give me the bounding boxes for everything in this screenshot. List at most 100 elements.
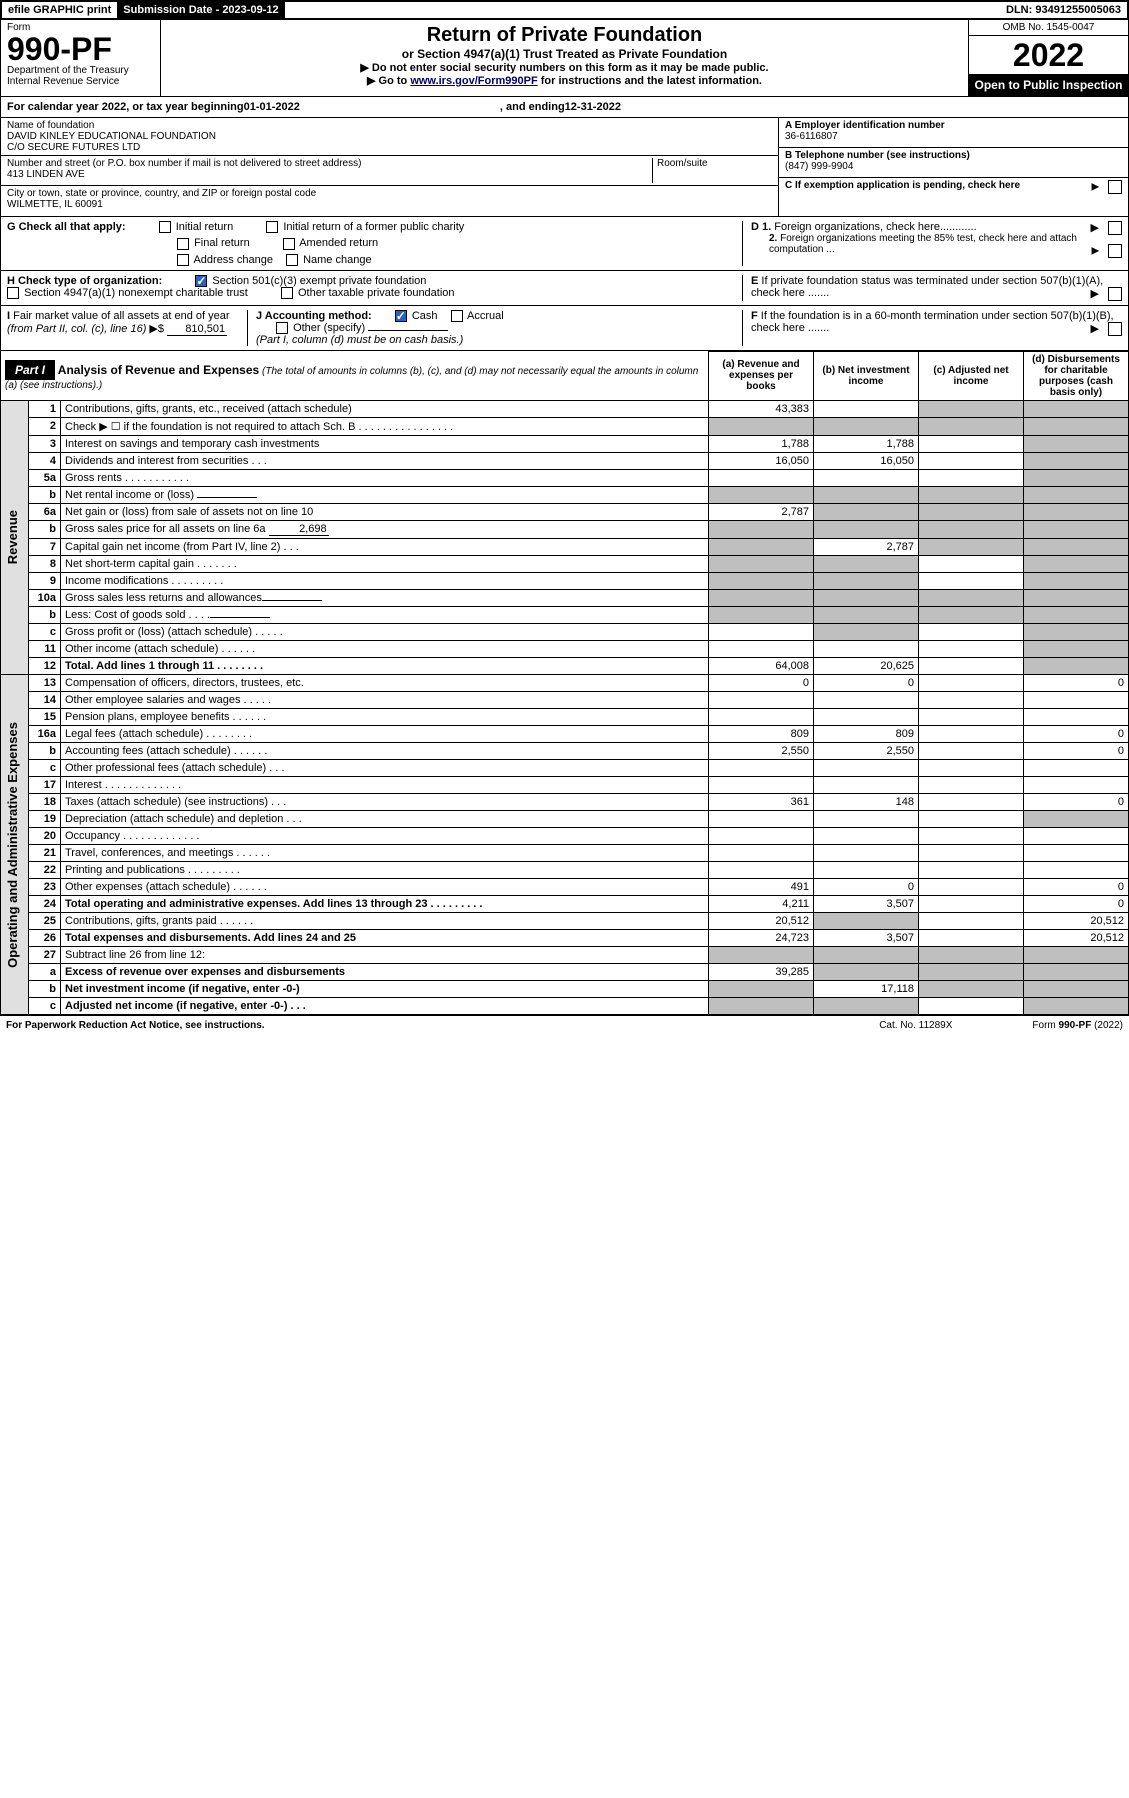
row-desc: Subtract line 26 from line 12:	[61, 946, 709, 963]
row-number: 2	[29, 417, 61, 435]
table-row: 10aGross sales less returns and allowanc…	[1, 589, 1129, 606]
form-link[interactable]: www.irs.gov/Form990PF	[410, 75, 537, 87]
cell-c	[919, 520, 1024, 538]
header-center: Return of Private Foundation or Section …	[161, 20, 968, 96]
cell-c	[919, 997, 1024, 1014]
row-number: 15	[29, 708, 61, 725]
cell-a	[709, 980, 814, 997]
cell-a	[709, 997, 814, 1014]
table-row: bNet investment income (if negative, ent…	[1, 980, 1129, 997]
cell-d	[1024, 827, 1129, 844]
table-row: 22Printing and publications . . . . . . …	[1, 861, 1129, 878]
row-desc: Adjusted net income (if negative, enter …	[61, 997, 709, 1014]
checkbox-final[interactable]	[177, 238, 189, 250]
phone-value: (847) 999-9904	[785, 161, 1122, 172]
row-desc: Occupancy . . . . . . . . . . . . .	[61, 827, 709, 844]
cell-a	[709, 606, 814, 623]
col-d-header: (d) Disbursements for charitable purpose…	[1024, 351, 1129, 400]
cell-d	[1024, 503, 1129, 520]
checkbox-initial[interactable]	[159, 221, 171, 233]
cell-a: 0	[709, 674, 814, 691]
year-end: 12-31-2022	[565, 101, 621, 113]
table-row: 25Contributions, gifts, grants paid . . …	[1, 912, 1129, 929]
checkbox-4947[interactable]	[7, 287, 19, 299]
row-desc: Gross profit or (loss) (attach schedule)…	[61, 623, 709, 640]
table-row: 11Other income (attach schedule) . . . .…	[1, 640, 1129, 657]
row-number: 5a	[29, 469, 61, 486]
cell-c	[919, 844, 1024, 861]
cell-d	[1024, 606, 1129, 623]
checkbox-f[interactable]	[1108, 322, 1122, 336]
checkbox-initial-former[interactable]	[266, 221, 278, 233]
checkbox-accrual[interactable]	[451, 310, 463, 322]
cell-a: 491	[709, 878, 814, 895]
row-number: 21	[29, 844, 61, 861]
row-desc: Total operating and administrative expen…	[61, 895, 709, 912]
checkbox-e[interactable]	[1108, 287, 1122, 301]
table-row: 15Pension plans, employee benefits . . .…	[1, 708, 1129, 725]
table-row: 4Dividends and interest from securities …	[1, 452, 1129, 469]
cell-a	[709, 486, 814, 503]
city-state-zip: WILMETTE, IL 60091	[7, 199, 772, 210]
tax-year: 2022	[969, 36, 1128, 74]
checkbox-501c3[interactable]	[195, 275, 207, 287]
cell-c	[919, 776, 1024, 793]
checkbox-d1[interactable]	[1108, 221, 1122, 235]
cell-b	[814, 572, 919, 589]
checkbox-cash[interactable]	[395, 310, 407, 322]
checkbox-amended[interactable]	[283, 238, 295, 250]
cell-c	[919, 946, 1024, 963]
cell-a: 4,211	[709, 895, 814, 912]
omb-number: OMB No. 1545-0047	[969, 20, 1128, 36]
cell-a	[709, 623, 814, 640]
cell-b	[814, 400, 919, 417]
row-desc: Capital gain net income (from Part IV, l…	[61, 538, 709, 555]
cell-c	[919, 674, 1024, 691]
cell-d: 0	[1024, 742, 1129, 759]
row-number: b	[29, 520, 61, 538]
cell-a	[709, 946, 814, 963]
col-b-header: (b) Net investment income	[814, 351, 919, 400]
cell-c	[919, 980, 1024, 997]
checkbox-c[interactable]	[1108, 180, 1122, 194]
row-number: c	[29, 623, 61, 640]
row-number: b	[29, 980, 61, 997]
checkbox-addr-change[interactable]	[177, 254, 189, 266]
cell-d	[1024, 708, 1129, 725]
checkbox-name-change[interactable]	[286, 254, 298, 266]
table-row: Revenue1Contributions, gifts, grants, et…	[1, 400, 1129, 417]
cell-a	[709, 708, 814, 725]
cell-c	[919, 963, 1024, 980]
cell-d	[1024, 538, 1129, 555]
checkbox-other-taxable[interactable]	[281, 287, 293, 299]
cell-d	[1024, 469, 1129, 486]
row-desc: Check ▶ ☐ if the foundation is not requi…	[61, 417, 709, 435]
cell-a: 809	[709, 725, 814, 742]
checkbox-d2[interactable]	[1108, 244, 1122, 258]
row-number: 24	[29, 895, 61, 912]
open-public: Open to Public Inspection	[969, 74, 1128, 96]
cell-a: 361	[709, 793, 814, 810]
cell-c	[919, 589, 1024, 606]
cell-d	[1024, 946, 1129, 963]
row-desc: Contributions, gifts, grants, etc., rece…	[61, 400, 709, 417]
cell-d	[1024, 589, 1129, 606]
cell-b: 2,550	[814, 742, 919, 759]
cell-a	[709, 572, 814, 589]
row-desc: Other expenses (attach schedule) . . . .…	[61, 878, 709, 895]
table-row: bGross sales price for all assets on lin…	[1, 520, 1129, 538]
cell-b	[814, 486, 919, 503]
table-row: bLess: Cost of goods sold . . . .	[1, 606, 1129, 623]
row-number: 8	[29, 555, 61, 572]
cell-d	[1024, 963, 1129, 980]
table-row: 17Interest . . . . . . . . . . . . .	[1, 776, 1129, 793]
form-note1: ▶ Do not enter social security numbers o…	[165, 61, 964, 74]
cell-c	[919, 861, 1024, 878]
table-row: cAdjusted net income (if negative, enter…	[1, 997, 1129, 1014]
checkbox-other-method[interactable]	[276, 322, 288, 334]
row-desc: Other income (attach schedule) . . . . .…	[61, 640, 709, 657]
cell-c	[919, 725, 1024, 742]
row-number: 11	[29, 640, 61, 657]
cell-c	[919, 503, 1024, 520]
cell-c	[919, 878, 1024, 895]
